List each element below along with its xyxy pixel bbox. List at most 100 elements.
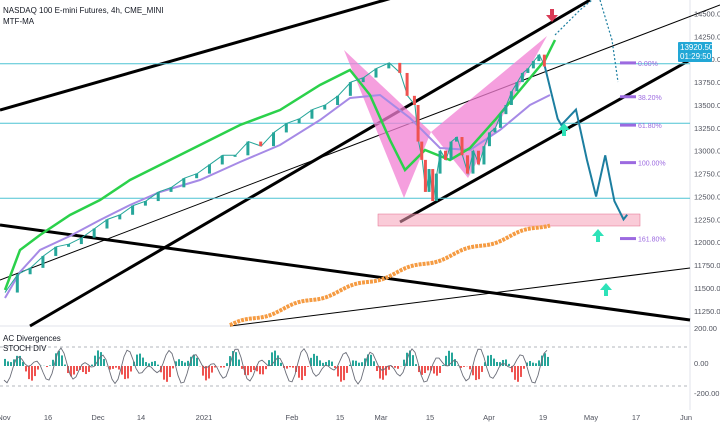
price-candle bbox=[455, 137, 459, 142]
osc-histogram-bar bbox=[235, 352, 237, 366]
price-candle bbox=[526, 68, 530, 73]
price-candle bbox=[105, 219, 109, 229]
osc-histogram-bar bbox=[499, 362, 501, 366]
osc-histogram-bar bbox=[382, 366, 384, 380]
stoch-line bbox=[3, 347, 548, 385]
osc-histogram-bar bbox=[49, 365, 51, 366]
osc-histogram-bar bbox=[415, 364, 417, 366]
y-tick-label: 11500.00 bbox=[694, 284, 720, 293]
osc-histogram-bar bbox=[424, 366, 426, 374]
osc-histogram-bar bbox=[247, 366, 249, 376]
price-candle bbox=[323, 104, 327, 110]
osc-histogram-bar bbox=[277, 355, 279, 366]
osc-histogram-bar bbox=[304, 366, 306, 376]
osc-histogram-bar bbox=[301, 366, 303, 381]
osc-histogram-bar bbox=[28, 366, 30, 380]
osc-histogram-bar bbox=[151, 361, 153, 366]
x-tick-label: 15 bbox=[336, 413, 344, 422]
osc-histogram-bar bbox=[115, 366, 117, 368]
y-tick-label: 14250.00 bbox=[694, 32, 720, 41]
osc-histogram-bar bbox=[58, 350, 60, 366]
osc-histogram-bar bbox=[124, 366, 126, 380]
time-axis[interactable]: Nov 16 Dec 14 2021 Feb 15 Mar 15 Apr 19 May 17 Jun bbox=[0, 413, 692, 422]
last-price: 13920.50 bbox=[680, 43, 714, 52]
osc-histogram-bar bbox=[325, 361, 327, 366]
x-tick-label: 15 bbox=[426, 413, 434, 422]
osc-histogram-bar bbox=[457, 365, 459, 366]
trend-channel-line bbox=[29, 0, 591, 328]
osc-histogram-bar bbox=[232, 351, 234, 366]
osc-histogram-bar bbox=[337, 366, 339, 377]
y-tick-label: 13000.00 bbox=[694, 147, 720, 156]
price-candle bbox=[207, 164, 211, 174]
price-pane[interactable]: 0.00% 38.20% 61.80% 100.00% 161.80% bbox=[0, 0, 720, 410]
osc-histogram-bar bbox=[388, 366, 390, 370]
osc-histogram-bar bbox=[433, 366, 435, 374]
osc-histogram-bar bbox=[322, 362, 324, 366]
osc-histogram-bar bbox=[319, 360, 321, 366]
osc-histogram-bar bbox=[463, 366, 465, 367]
price-candle bbox=[259, 141, 263, 147]
osc-histogram-bar bbox=[331, 361, 333, 366]
osc-histogram-bar bbox=[166, 366, 168, 382]
fib-level-label: 161.80% bbox=[638, 237, 666, 244]
osc-histogram-bar bbox=[271, 352, 273, 366]
trend-channel-line bbox=[399, 58, 691, 224]
x-tick-label: 2021 bbox=[196, 413, 213, 422]
projection-dotted-down bbox=[599, 0, 619, 83]
fib-level-label: 61.80% bbox=[638, 123, 662, 130]
osc-histogram-bar bbox=[37, 366, 39, 370]
osc-histogram-bar bbox=[544, 353, 546, 366]
y-tick-label: 11750.00 bbox=[694, 261, 720, 270]
osc-histogram-bar bbox=[409, 350, 411, 366]
osc-histogram-bar bbox=[103, 359, 105, 366]
y-tick-label: 12250.00 bbox=[694, 215, 720, 224]
osc-histogram-bar bbox=[529, 361, 531, 366]
price-candle bbox=[15, 274, 19, 293]
osc-histogram-bar bbox=[460, 366, 462, 368]
osc-histogram-bar bbox=[19, 355, 21, 366]
price-candle bbox=[420, 141, 424, 160]
price-candle bbox=[460, 137, 464, 156]
osc-histogram-bar bbox=[7, 361, 9, 366]
harmonic-leg-bcd bbox=[431, 36, 547, 178]
x-tick-label: 19 bbox=[539, 413, 547, 422]
price-candle bbox=[92, 228, 96, 238]
osc-histogram-bar bbox=[187, 360, 189, 366]
price-candle bbox=[542, 54, 546, 67]
osc-histogram-bar bbox=[490, 354, 492, 366]
osc-histogram-bar bbox=[340, 366, 342, 382]
osc-tick-label: -200.00 bbox=[694, 389, 719, 398]
osc-histogram-bar bbox=[421, 366, 423, 375]
osc-histogram-bar bbox=[172, 366, 174, 369]
osc-histogram-bar bbox=[448, 350, 450, 366]
price-candle bbox=[272, 132, 276, 147]
osc-histogram-bar bbox=[88, 366, 90, 372]
price-candle bbox=[423, 159, 427, 192]
osc-histogram-bar bbox=[538, 360, 540, 366]
osc-histogram-bar bbox=[220, 366, 222, 368]
orange-volume-band bbox=[229, 223, 551, 327]
osc-histogram-bar bbox=[349, 364, 351, 366]
price-candle bbox=[387, 62, 391, 69]
fib-level-label: 100.00% bbox=[638, 161, 666, 168]
osc-histogram-bar bbox=[313, 353, 315, 366]
price-candle bbox=[471, 150, 475, 174]
osc-histogram-bar bbox=[139, 353, 141, 366]
price-candle bbox=[487, 132, 491, 147]
price-candle bbox=[220, 155, 224, 165]
osc-histogram-bar bbox=[238, 359, 240, 366]
last-price-badge: 13920.50 01:29:50 bbox=[678, 42, 714, 62]
price-candle bbox=[118, 214, 122, 220]
price-candle bbox=[54, 246, 58, 256]
trend-channel-line bbox=[0, 223, 691, 322]
osc-histogram-bar bbox=[445, 355, 447, 366]
x-tick-label: 17 bbox=[632, 413, 640, 422]
osc-histogram-bar bbox=[352, 360, 354, 366]
price-candle bbox=[427, 169, 431, 192]
price-candle bbox=[465, 155, 469, 174]
price-candle bbox=[438, 150, 442, 174]
fib-level-label: 38.20% bbox=[638, 95, 662, 102]
y-tick-label: 12000.00 bbox=[694, 238, 720, 247]
